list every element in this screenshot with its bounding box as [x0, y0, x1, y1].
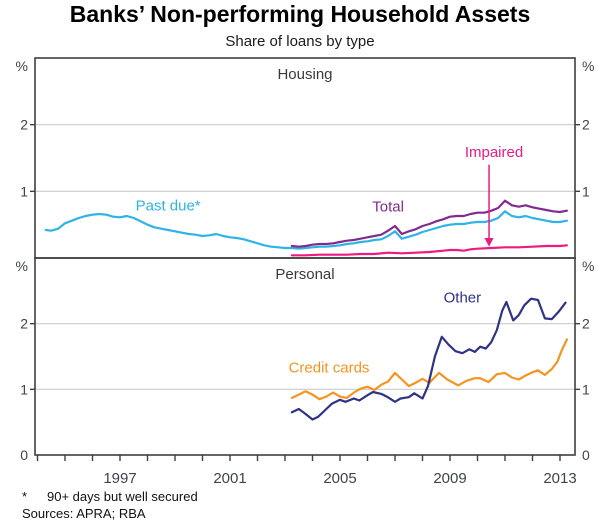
ytick-label-right-housing-1: 1 [582, 183, 590, 199]
chart-subtitle: Share of loans by type [225, 33, 375, 50]
xtick-label-1997: 1997 [103, 470, 136, 487]
chart-title: Banks’ Non-performing Household Assets [69, 1, 531, 27]
unit-label-right-housing: % [582, 58, 594, 74]
sources-note: Sources: APRA; RBA [22, 506, 146, 521]
xtick-label-2005: 2005 [323, 470, 356, 487]
series-label-credit-cards: Credit cards [289, 360, 370, 377]
series-line-credit-cards [290, 338, 569, 401]
footnote-marker: * [22, 489, 28, 504]
ytick-label-left-housing-1: 1 [20, 183, 28, 199]
series-label-impaired: Impaired [465, 144, 523, 161]
series-line-impaired [290, 244, 569, 257]
panel-label-housing: Housing [277, 66, 332, 83]
footnote-text: 90+ days but well secured [47, 489, 198, 504]
series-label-other: Other [444, 289, 482, 306]
panel-border-personal [34, 257, 576, 456]
xtick-label-2013: 2013 [543, 470, 576, 487]
unit-label-left-personal: % [16, 258, 28, 274]
series-label-total: Total [372, 199, 404, 216]
ytick-label-right-personal-1: 1 [582, 381, 590, 397]
series-line-past-due [44, 210, 569, 250]
unit-label-left-housing: % [16, 58, 28, 74]
ytick-label-right-personal-2: 2 [582, 316, 590, 332]
annotation-arrowhead-impaired [484, 238, 494, 247]
unit-label-right-personal: % [582, 258, 594, 274]
ytick-label-right-housing-2: 2 [582, 117, 590, 133]
panel-label-personal: Personal [275, 266, 334, 283]
ytick-label-left-personal-1: 1 [20, 381, 28, 397]
xtick-label-2009: 2009 [433, 470, 466, 487]
series-line-total [290, 199, 569, 248]
footnote: * 90+ days but well secured [22, 489, 198, 504]
ytick-label-left-personal-0: 0 [20, 447, 28, 463]
ytick-label-left-housing-2: 2 [20, 117, 28, 133]
ytick-label-right-personal-0: 0 [582, 447, 590, 463]
series-label-past-due: Past due* [136, 197, 201, 214]
xtick-label-2001: 2001 [213, 470, 246, 487]
series-line-other [290, 297, 567, 421]
ytick-label-left-personal-2: 2 [20, 316, 28, 332]
